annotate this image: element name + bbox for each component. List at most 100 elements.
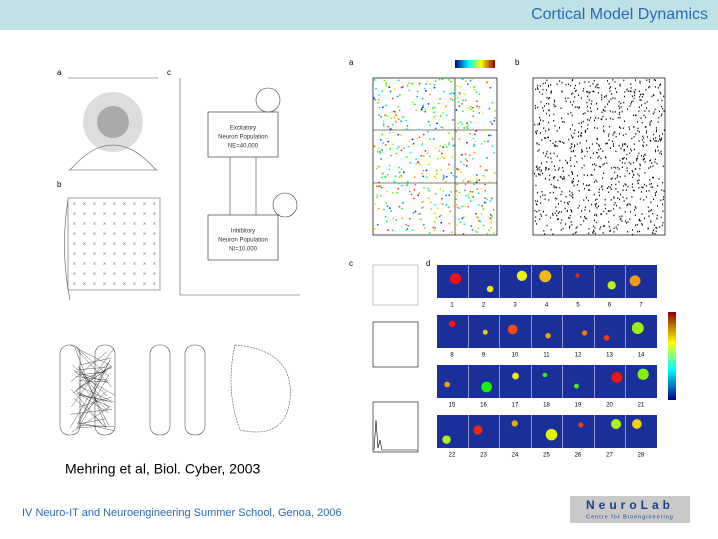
spike bbox=[622, 127, 624, 129]
dot bbox=[493, 172, 496, 175]
dot bbox=[493, 119, 496, 122]
dot bbox=[450, 80, 453, 83]
dot bbox=[486, 169, 489, 172]
spike bbox=[555, 141, 557, 143]
spike bbox=[595, 179, 597, 181]
dot bbox=[437, 102, 440, 105]
spike bbox=[569, 225, 571, 228]
spike bbox=[574, 155, 576, 157]
spike bbox=[582, 113, 584, 115]
dot bbox=[464, 189, 467, 192]
spike bbox=[646, 144, 648, 146]
spike bbox=[572, 173, 574, 175]
dot bbox=[483, 140, 486, 143]
dot bbox=[421, 143, 424, 146]
spike bbox=[606, 142, 608, 145]
dot bbox=[462, 110, 464, 112]
spike bbox=[653, 138, 655, 140]
spike bbox=[594, 227, 596, 229]
dot bbox=[469, 79, 472, 82]
grid-mark: × bbox=[113, 211, 116, 217]
frame bbox=[563, 365, 594, 398]
dot bbox=[451, 137, 454, 140]
dot bbox=[469, 190, 472, 193]
spike bbox=[654, 86, 656, 88]
spike bbox=[548, 97, 550, 100]
spike bbox=[641, 104, 643, 106]
dot bbox=[476, 188, 479, 190]
dot bbox=[406, 125, 409, 127]
frame-number: 19 bbox=[575, 403, 582, 409]
dot bbox=[418, 163, 421, 166]
spike bbox=[539, 85, 541, 87]
dot bbox=[471, 190, 474, 193]
spike bbox=[652, 165, 654, 167]
spike bbox=[588, 227, 590, 230]
dot bbox=[418, 192, 421, 195]
grid-mark: × bbox=[133, 231, 136, 237]
spike bbox=[654, 161, 656, 163]
grid-mark: × bbox=[123, 271, 126, 277]
spike bbox=[619, 83, 621, 86]
spike bbox=[598, 165, 600, 168]
spike bbox=[657, 121, 659, 123]
spike bbox=[618, 111, 620, 114]
dot bbox=[375, 167, 378, 170]
spike bbox=[621, 161, 623, 164]
dot bbox=[413, 176, 416, 179]
spike bbox=[583, 220, 585, 222]
spike bbox=[646, 79, 648, 81]
dot bbox=[476, 231, 479, 234]
spike bbox=[614, 202, 616, 204]
dot bbox=[441, 78, 444, 81]
spike bbox=[558, 167, 560, 169]
spike bbox=[546, 224, 548, 227]
spike bbox=[637, 180, 639, 182]
spike bbox=[613, 203, 615, 206]
dot bbox=[439, 115, 442, 117]
dot bbox=[438, 215, 441, 218]
spike bbox=[573, 145, 575, 148]
frame-number: 23 bbox=[480, 453, 487, 459]
dot bbox=[447, 132, 450, 135]
spike bbox=[542, 82, 544, 85]
spike bbox=[617, 197, 619, 199]
spike bbox=[609, 117, 611, 120]
dot bbox=[378, 166, 381, 168]
spike bbox=[637, 121, 639, 123]
spike bbox=[560, 193, 562, 196]
spike bbox=[612, 118, 614, 120]
spike bbox=[633, 173, 635, 176]
spike bbox=[601, 94, 603, 96]
spike bbox=[536, 142, 538, 144]
spike bbox=[616, 228, 618, 230]
spike bbox=[618, 105, 620, 107]
spike bbox=[547, 168, 549, 171]
spike bbox=[631, 183, 633, 185]
spike bbox=[633, 189, 635, 192]
spike bbox=[579, 134, 581, 137]
dot bbox=[412, 212, 415, 214]
spike bbox=[612, 79, 614, 81]
spike bbox=[649, 124, 651, 126]
spike bbox=[639, 93, 641, 96]
dot bbox=[434, 227, 437, 230]
spike bbox=[641, 139, 643, 141]
spike bbox=[580, 97, 582, 99]
spike bbox=[624, 220, 626, 222]
wire bbox=[78, 395, 109, 402]
spike bbox=[535, 175, 537, 177]
grid-mark: × bbox=[73, 221, 76, 227]
spike bbox=[558, 127, 560, 129]
dot bbox=[392, 131, 395, 134]
dot bbox=[420, 201, 423, 204]
dot bbox=[445, 180, 447, 183]
dot bbox=[387, 125, 390, 128]
frame bbox=[500, 365, 531, 398]
spike bbox=[621, 220, 623, 222]
spike bbox=[556, 145, 558, 147]
spike bbox=[562, 120, 564, 123]
spike bbox=[638, 90, 640, 93]
spike bbox=[590, 117, 592, 119]
dot bbox=[387, 229, 389, 231]
